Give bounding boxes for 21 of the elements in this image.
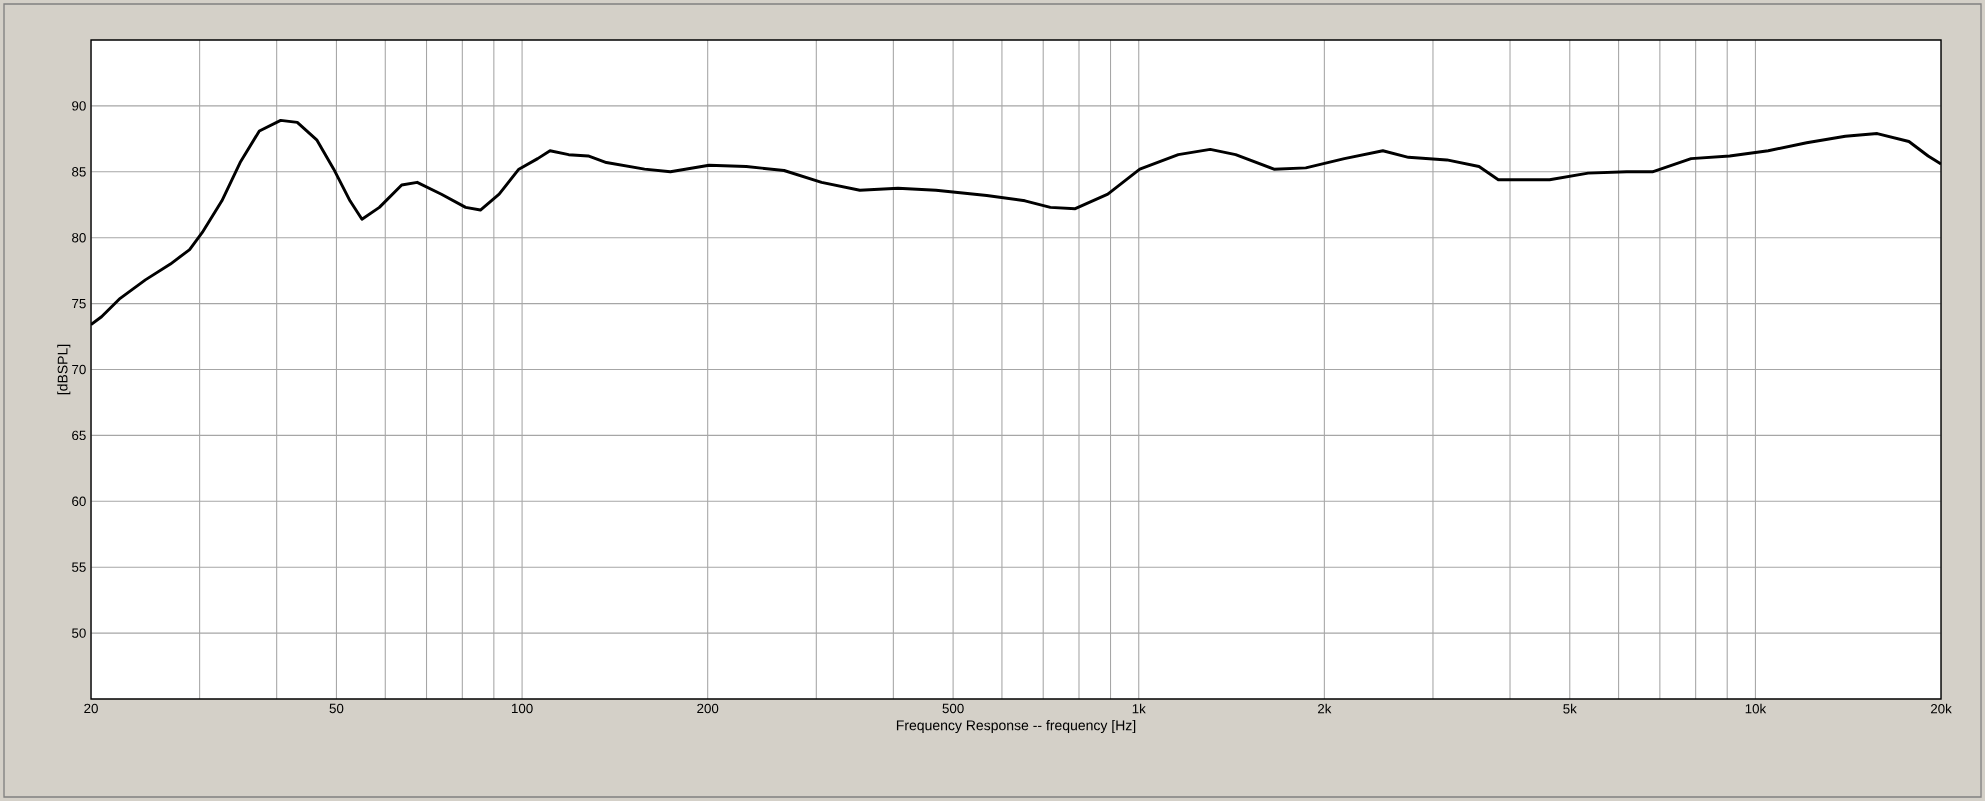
y-tick-label: 85	[72, 167, 86, 177]
x-tick-label: 500	[942, 703, 964, 714]
y-axis-title: [dBSPL]	[57, 344, 71, 395]
y-tick-label: 80	[72, 232, 86, 243]
y-tick-label: 70	[72, 364, 86, 375]
y-tick-label: 75	[72, 298, 86, 309]
x-tick-label: 20	[84, 703, 98, 714]
x-tick-label: 5k	[1563, 703, 1577, 714]
x-tick-label: 10k	[1745, 703, 1767, 714]
y-tick-label: 55	[72, 562, 86, 572]
y-tick-label: 90	[72, 101, 86, 111]
x-tick-label: 2k	[1317, 703, 1332, 714]
y-tick-label: 50	[72, 628, 86, 638]
x-axis-title: Frequency Response -- frequency [Hz]	[896, 719, 1136, 734]
x-tick-label: 100	[511, 703, 533, 714]
x-tick-label: 20k	[1930, 703, 1952, 714]
x-tick-label: 200	[697, 703, 719, 714]
x-tick-label: 1k	[1132, 703, 1146, 714]
y-tick-label: 65	[72, 430, 86, 441]
y-tick-label: 60	[72, 496, 86, 507]
x-tick-label: 50	[329, 703, 344, 714]
